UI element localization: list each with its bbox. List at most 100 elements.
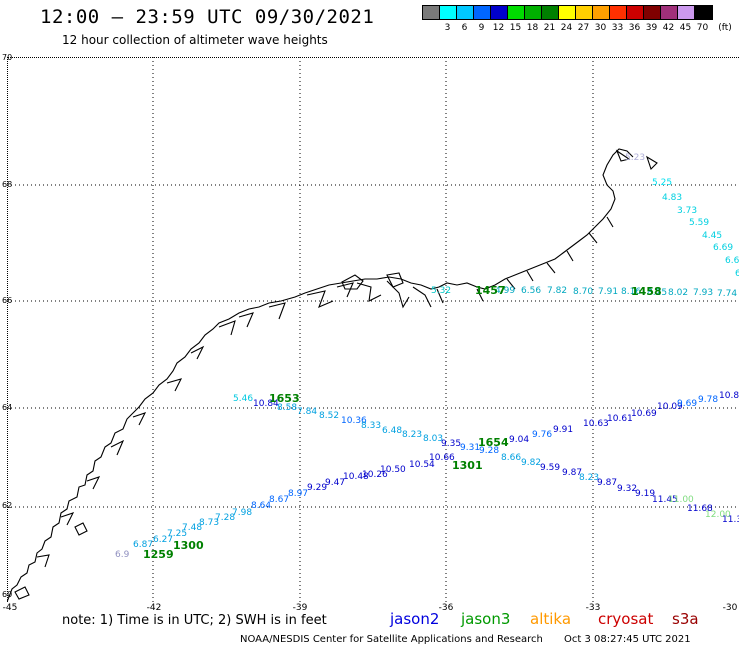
- wh-label: 10.66: [429, 453, 455, 463]
- wh-label: 9.78: [698, 395, 718, 405]
- coastline-fjords: [36, 216, 614, 568]
- wh-label: 7.82: [547, 286, 567, 296]
- wh-label: 9.47: [325, 478, 345, 488]
- credit-line: NOAA/NESDIS Center for Satellite Applica…: [240, 634, 691, 645]
- legend-swatch: [678, 6, 695, 19]
- legend-label: 39: [645, 23, 658, 33]
- legend-label: 30: [594, 23, 607, 33]
- time-label: 1457: [475, 284, 506, 297]
- lat-label: 64: [2, 403, 13, 412]
- wh-label: 8.73: [199, 518, 219, 528]
- lat-label: 70: [2, 53, 13, 62]
- wh-label: 9.82: [521, 458, 541, 468]
- wh-label: 10.48: [343, 472, 369, 482]
- wh-label: 7.25: [167, 529, 187, 539]
- legend-label: 3: [444, 23, 451, 33]
- legend-label: 6: [461, 23, 468, 33]
- time-label: 1654: [478, 436, 509, 449]
- time-label: 1301: [452, 459, 483, 472]
- wh-label: 9.87: [562, 468, 582, 478]
- legend-swatch: [525, 6, 542, 19]
- wh-label: 9.91: [553, 425, 573, 435]
- legend-label: 21: [543, 23, 556, 33]
- sat-name-jason3: jason3: [461, 610, 511, 628]
- legend-swatch: [559, 6, 576, 19]
- wh-label: 9.04: [509, 435, 529, 445]
- wh-label: 6.56: [521, 286, 541, 296]
- wh-label: 8.58: [277, 403, 297, 413]
- lat-label: 68: [2, 180, 13, 189]
- lon-label: -33: [585, 603, 601, 613]
- wh-label: 7.28: [215, 513, 235, 523]
- map-frame: [7, 57, 739, 602]
- wh-label: 8.23: [579, 473, 599, 483]
- coastline-islands: [14, 149, 658, 600]
- lon-label: -30: [722, 603, 738, 613]
- legend-color-bar: [422, 5, 713, 20]
- wh-label: 6: [735, 269, 739, 279]
- wh-label: 11.3: [722, 515, 739, 525]
- map-plot[interactable]: 5.32 4.99 6.56 7.82 8.70 7.91 8.16 8.25 …: [7, 57, 739, 602]
- legend-label: 12: [492, 23, 505, 33]
- wh-label: 6.87: [133, 540, 153, 550]
- legend-label: 33: [611, 23, 624, 33]
- wh-label: 6.69: [713, 243, 733, 253]
- legend-swatch: [423, 6, 440, 19]
- legend-swatch: [627, 6, 644, 19]
- wh-label: 12.00: [705, 510, 731, 520]
- wh-label: 8.66: [501, 453, 521, 463]
- graticule: [7, 57, 739, 602]
- legend-swatch: [695, 6, 712, 19]
- legend-label: 9: [478, 23, 485, 33]
- wh-label: 5.46: [233, 394, 253, 404]
- color-legend: 3 6 9 12 15 18 21 24 27 30 33 36 39 42 45 70 (ft): [422, 5, 732, 35]
- credit-timestamp: Oct 3 08:27:45 UTC 2021: [564, 634, 691, 645]
- lon-label: -45: [2, 603, 18, 613]
- wh-label: 8.52: [319, 411, 339, 421]
- wh-label: 5.25: [652, 178, 672, 188]
- wh-label: 6.27: [153, 535, 173, 545]
- legend-swatch: [661, 6, 678, 19]
- legend-swatch: [508, 6, 525, 19]
- wh-label: 5.23: [625, 153, 645, 163]
- wh-label: 10.8: [719, 391, 739, 401]
- lon-label: -42: [146, 603, 162, 613]
- legend-swatch: [440, 6, 457, 19]
- legend-label: 42: [662, 23, 675, 33]
- legend-label: 36: [628, 23, 641, 33]
- legend-labels: 3 6 9 12 15 18 21 24 27 30 33 36 39 42 45 70 (ft): [422, 23, 732, 35]
- wh-label: 8.33: [361, 421, 381, 431]
- wh-label: 5.32: [431, 286, 451, 296]
- time-label: 1259: [143, 548, 174, 561]
- legend-label: 15: [509, 23, 522, 33]
- wh-label: 11.45: [652, 495, 678, 505]
- footer-note: note: 1) Time is in UTC; 2) SWH is in fe…: [62, 613, 327, 628]
- sat-name-cryosat: cryosat: [598, 610, 654, 628]
- time-label: 1300: [173, 539, 204, 552]
- wh-label: 9.35: [441, 439, 461, 449]
- wh-label: 8.16: [621, 287, 641, 297]
- wh-label: 8.70: [573, 287, 593, 297]
- lat-label: 66: [2, 296, 13, 305]
- sat-name-s3a: s3a: [672, 610, 699, 628]
- wh-label: 9.29: [307, 483, 327, 493]
- page-subtitle: 12 hour collection of altimeter wave hei…: [62, 33, 328, 47]
- wh-label: 4.99: [495, 286, 515, 296]
- wh-label: 6.6: [725, 256, 739, 266]
- sat-name-altika: altika: [530, 610, 572, 628]
- wh-label: 10.26: [362, 470, 388, 480]
- time-label: 1458: [631, 285, 662, 298]
- legend-swatch: [457, 6, 474, 19]
- wh-label: 9.28: [479, 446, 499, 456]
- wh-label: 9.19: [635, 489, 655, 499]
- page-title: 12:00 — 23:59 UTC 09/30/2021: [40, 6, 375, 28]
- legend-swatch: [576, 6, 593, 19]
- wh-label: 10.36: [341, 416, 367, 426]
- wh-label: 10.54: [409, 460, 435, 470]
- legend-swatch: [542, 6, 559, 19]
- wh-label: 8.25: [647, 288, 667, 298]
- lon-label: -36: [438, 603, 454, 613]
- legend-label: 24: [560, 23, 573, 33]
- wh-label: 7.98: [232, 508, 252, 518]
- lat-label: 60: [2, 590, 13, 599]
